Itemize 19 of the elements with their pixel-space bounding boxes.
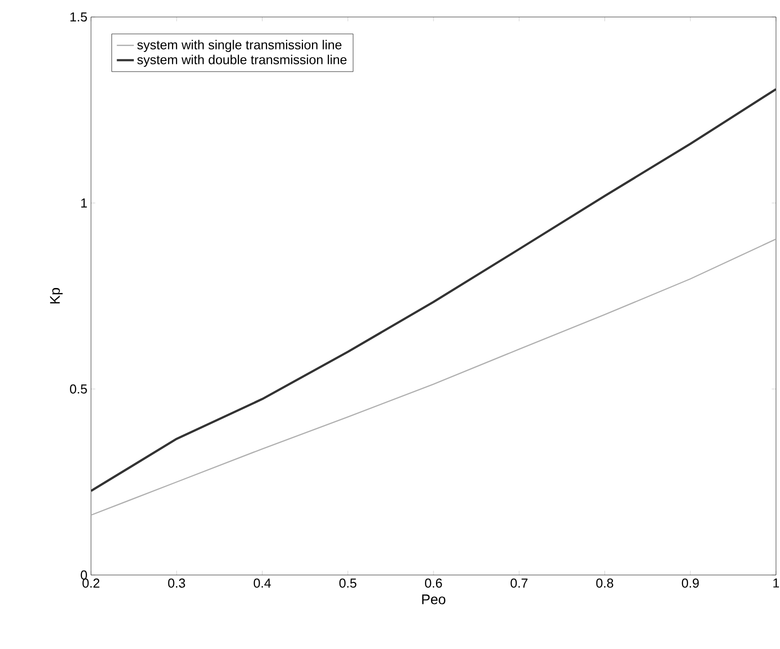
legend-label: system with double transmission line bbox=[137, 54, 346, 67]
legend-label: system with single transmission line bbox=[137, 40, 342, 52]
x-tick-label: 0.6 bbox=[425, 578, 442, 588]
x-tick-label: 1 bbox=[773, 578, 779, 588]
x-tick-label: 0.8 bbox=[596, 578, 614, 588]
x-tick-label: 0.9 bbox=[682, 578, 699, 588]
x-tick-label: 0.4 bbox=[254, 578, 271, 588]
x-axis-title: Peo bbox=[422, 594, 446, 604]
x-tick-label: 0.7 bbox=[510, 578, 528, 588]
x-tick-label: 0.5 bbox=[339, 578, 356, 588]
y-tick-label: 1.5 bbox=[70, 12, 87, 22]
line-series bbox=[91, 88, 776, 492]
y-tick-label: 1 bbox=[81, 198, 87, 208]
line-series bbox=[91, 238, 776, 516]
x-tick-label: 0.2 bbox=[82, 578, 100, 588]
x-tick-label: 0.3 bbox=[168, 578, 186, 588]
y-tick-label: 0 bbox=[80, 570, 87, 580]
y-axis-title: Kp bbox=[50, 288, 63, 304]
y-tick-label: 0.5 bbox=[70, 384, 87, 394]
